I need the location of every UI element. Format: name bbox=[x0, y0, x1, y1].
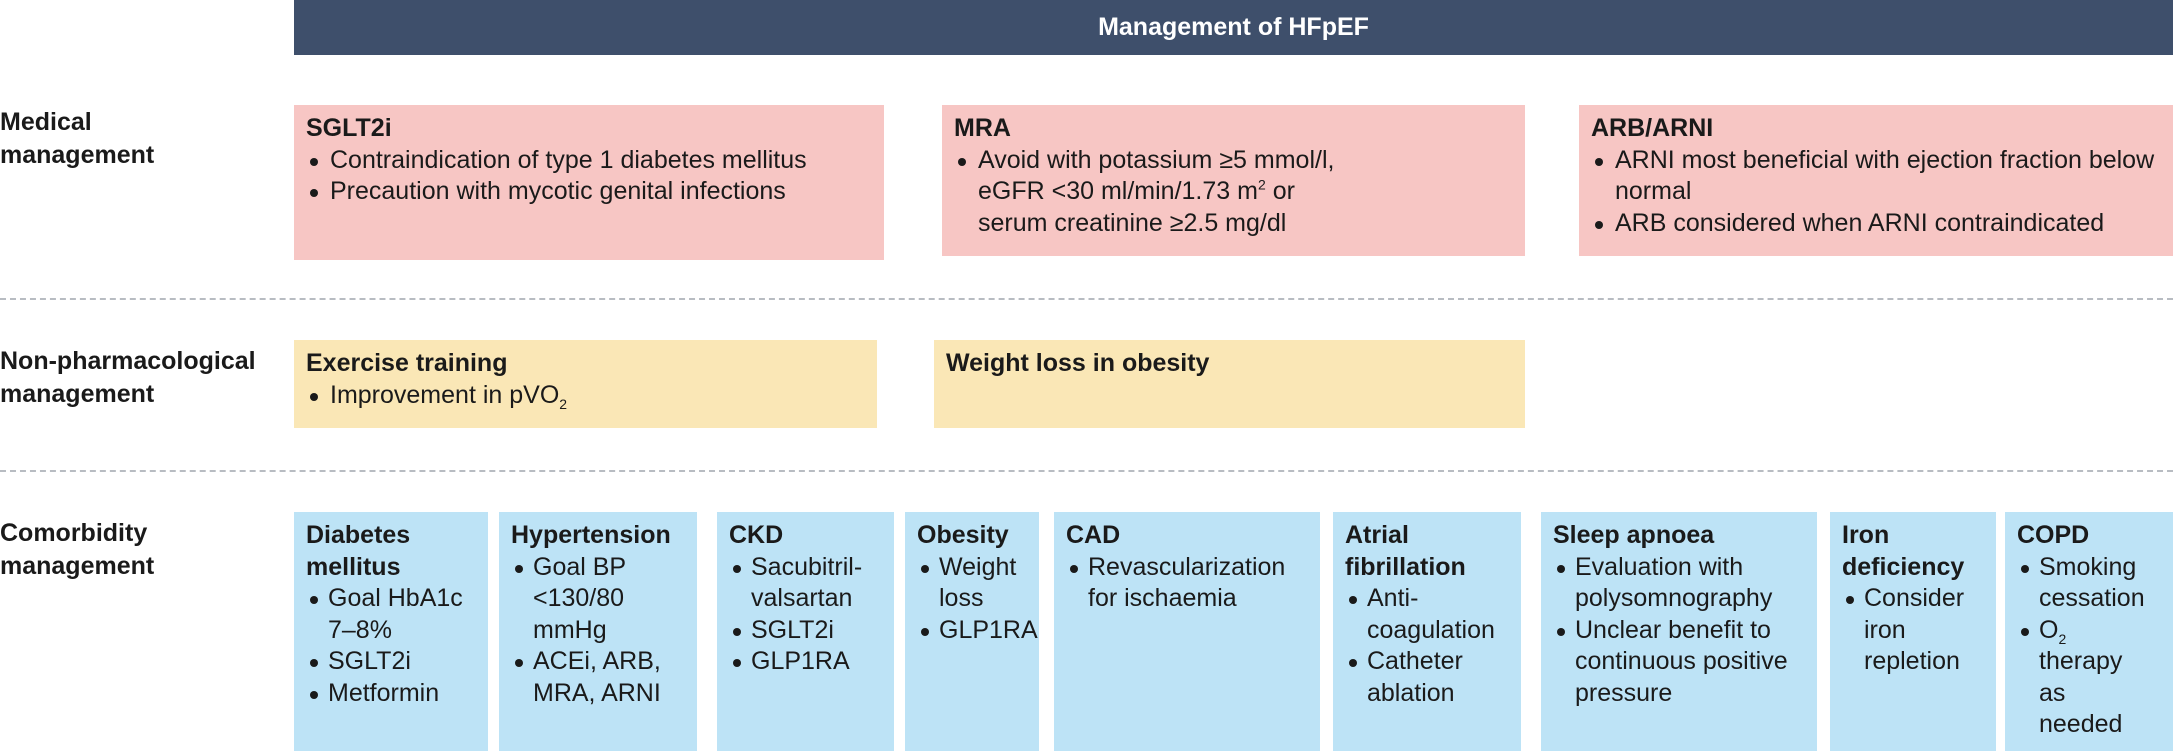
bullet-item: Consider iron repletion bbox=[1842, 583, 1974, 678]
card-title: SGLT2i bbox=[306, 114, 392, 142]
row-label-line: management bbox=[0, 380, 155, 408]
card-title: Exercise training bbox=[306, 349, 508, 377]
bullet-item: Anti-coagulation bbox=[1345, 583, 1495, 646]
card-title: COPD bbox=[2017, 521, 2090, 549]
row-label-line: Medical bbox=[0, 108, 92, 136]
bullet-item: Catheter ablation bbox=[1345, 646, 1509, 709]
card-obesity: Obesity Weight loss GLP1RA bbox=[905, 512, 1039, 751]
bullet-item: SGLT2i bbox=[306, 646, 476, 678]
bullet-item: GLP1RA bbox=[917, 615, 1038, 647]
card-title: deficiency bbox=[1842, 552, 1965, 581]
card-cad: CAD Revascularization for ischaemia bbox=[1054, 512, 1320, 751]
bullet-item: GLP1RA bbox=[729, 646, 882, 678]
banner-title: Management of HFpEF bbox=[1098, 13, 1369, 41]
bullet-item: O2 therapy as needed bbox=[2017, 615, 2129, 741]
card-sglt2i: SGLT2i Contraindication of type 1 diabet… bbox=[294, 105, 884, 260]
copd-o2: O bbox=[2039, 615, 2059, 644]
card-exercise-training: Exercise training Improvement in pVO2 bbox=[294, 340, 877, 428]
bullet-item: ARB considered when ARNI contraindicated bbox=[1591, 208, 2161, 240]
bullet-item: Precaution with mycotic genital infectio… bbox=[306, 176, 872, 208]
bullet-item: Evaluation with polysomnography bbox=[1553, 552, 1805, 615]
card-copd: COPD Smoking cessation O2 therapy as nee… bbox=[2005, 512, 2173, 751]
bullet-item: Goal HbA1c 7–8% bbox=[306, 583, 476, 646]
card-title: ARB/ARNI bbox=[1591, 114, 1714, 142]
bullet-item: ARNI most beneficial with ejection fract… bbox=[1591, 145, 2155, 208]
card-title: mellitus bbox=[306, 552, 401, 581]
exercise-item: Improvement in pVO bbox=[330, 380, 560, 409]
card-title: Iron bbox=[1842, 521, 1890, 549]
bullet-item: Sacubitril-valsartan bbox=[729, 552, 882, 615]
bullet-item: Metformin bbox=[306, 678, 476, 710]
card-title: Hypertension bbox=[511, 521, 671, 549]
bullet-item: SGLT2i bbox=[729, 615, 882, 647]
bullet-item: Revascularization for ischaemia bbox=[1066, 552, 1308, 615]
row-label-line: management bbox=[0, 552, 155, 580]
row-label-medical: Medical management bbox=[0, 106, 154, 172]
card-title: Sleep apnoea bbox=[1553, 521, 1715, 549]
card-arb-arni: ARB/ARNI ARNI most beneficial with eject… bbox=[1579, 105, 2173, 256]
bullet-item: Improvement in pVO2 bbox=[306, 380, 865, 412]
card-hypertension: Hypertension Goal BP <130/80 mmHg ACEi, … bbox=[499, 512, 697, 751]
header-banner: Management of HFpEF bbox=[294, 0, 2173, 55]
bullet-item: Unclear benefit to continuous positive p… bbox=[1553, 615, 1805, 710]
subscript: 2 bbox=[2058, 630, 2067, 647]
subscript: 2 bbox=[559, 395, 568, 412]
mra-line2: eGFR <30 ml/min/1.73 m bbox=[978, 177, 1258, 205]
card-weight-loss-obesity: Weight loss in obesity bbox=[934, 340, 1525, 428]
card-title: CAD bbox=[1066, 521, 1121, 549]
card-ckd: CKD Sacubitril-valsartan SGLT2i GLP1RA bbox=[717, 512, 894, 751]
card-title: MRA bbox=[954, 114, 1011, 142]
card-diabetes-mellitus: Diabetes mellitus Goal HbA1c 7–8% SGLT2i… bbox=[294, 512, 488, 751]
card-title: fibrillation bbox=[1345, 552, 1466, 581]
card-title: Obesity bbox=[917, 521, 1009, 549]
mra-line2-post: or bbox=[1265, 177, 1295, 205]
bullet-item: ACEi, ARB, MRA, ARNI bbox=[511, 646, 685, 709]
card-title: Weight loss in obesity bbox=[946, 349, 1210, 377]
divider bbox=[0, 470, 2173, 472]
card-title: Atrial bbox=[1345, 521, 1409, 549]
card-iron-deficiency: Iron deficiency Consider iron repletion bbox=[1830, 512, 1996, 751]
mra-line1: Avoid with potassium ≥5 mmol/l, bbox=[978, 145, 1335, 174]
row-label-comorbidity: Comorbidity management bbox=[0, 517, 154, 583]
divider bbox=[0, 298, 2173, 300]
row-label-line: Comorbidity bbox=[0, 519, 148, 547]
card-title: Diabetes bbox=[306, 521, 411, 549]
bullet-item: Goal BP <130/80 mmHg bbox=[511, 552, 685, 647]
card-sleep-apnoea: Sleep apnoea Evaluation with polysomnogr… bbox=[1541, 512, 1817, 751]
row-label-nonpharm: Non-pharmacological management bbox=[0, 345, 256, 411]
card-atrial-fibrillation: Atrial fibrillation Anti-coagulation Cat… bbox=[1333, 512, 1521, 751]
bullet-item: Weight loss bbox=[917, 552, 1027, 615]
copd-therapy: therapy as needed bbox=[2039, 647, 2123, 738]
bullet-item: Avoid with potassium ≥5 mmol/l, eGFR <30… bbox=[954, 145, 1513, 240]
row-label-line: Non-pharmacological bbox=[0, 347, 256, 375]
bullet-item: Contraindication of type 1 diabetes mell… bbox=[306, 145, 872, 177]
bullet-item: Smoking cessation bbox=[2017, 552, 2161, 615]
card-mra: MRA Avoid with potassium ≥5 mmol/l, eGFR… bbox=[942, 105, 1525, 256]
row-label-line: management bbox=[0, 141, 155, 169]
mra-line3: serum creatinine ≥2.5 mg/dl bbox=[978, 208, 1287, 237]
card-title: CKD bbox=[729, 521, 784, 549]
superscript: 2 bbox=[1257, 176, 1266, 193]
